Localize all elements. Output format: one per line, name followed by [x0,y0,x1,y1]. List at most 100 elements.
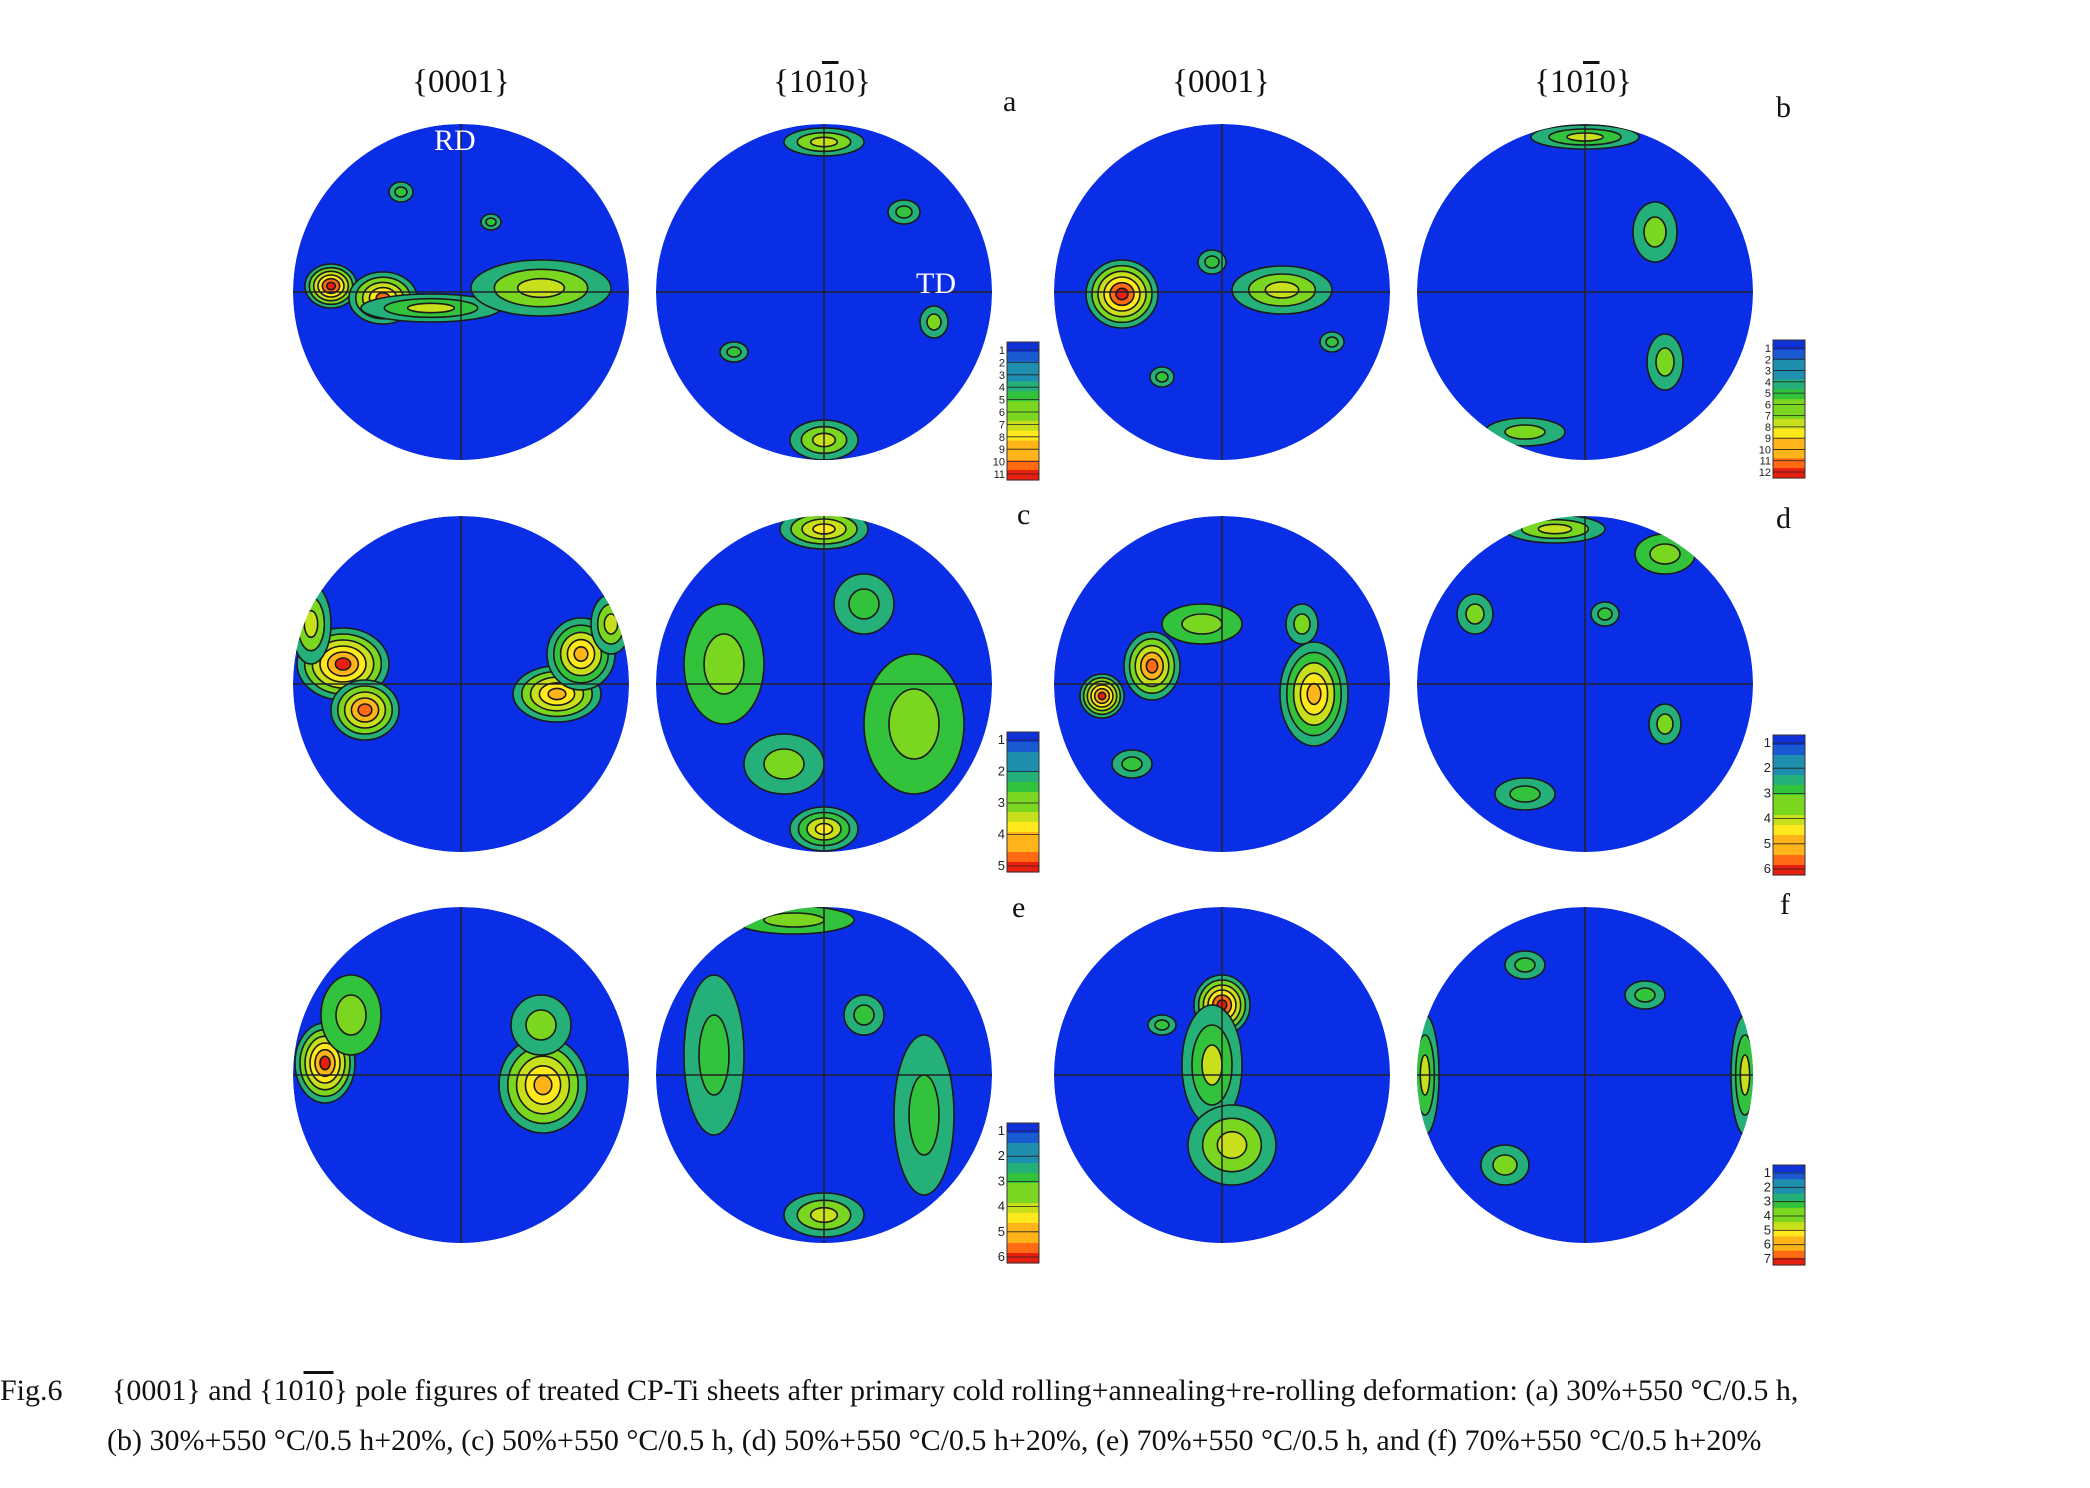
rd-label: RD [434,124,476,157]
texture-contour [335,994,367,1036]
color-scale-band [1773,835,1805,846]
color-scale-band [1773,418,1805,430]
caption-label: Fig.6 [0,1374,63,1407]
color-scale-band [1007,371,1039,383]
color-scale-band [1007,782,1039,793]
color-scale-band [1773,785,1805,796]
pole-figure [1417,516,1753,852]
texture-contour [698,1014,730,1096]
texture-contour [1181,613,1223,635]
texture-contour [908,1074,940,1156]
color-scale-label: 6 [999,407,1005,419]
texture-contour [547,687,567,701]
texture-contour [1293,613,1311,635]
header-basal-b: {0001} [1172,64,1270,100]
color-scale-label: 4 [1764,811,1771,826]
color-scale-label: 2 [1764,760,1771,775]
texture-contour [485,217,497,227]
color-scale-band [1773,1193,1805,1202]
color-scale-label: 3 [999,370,1005,382]
texture-contour [1656,713,1674,735]
texture-contour [516,277,566,299]
color-scale-label: 8 [1765,422,1771,434]
texture-contour [1492,1154,1518,1176]
color-scale-band [1773,1222,1805,1230]
color-scale-band [1007,1123,1039,1134]
color-scale-label: 3 [998,795,1005,810]
color-scale-band [1773,765,1805,776]
texture-contour [726,346,742,358]
color-scale-band [1007,460,1039,471]
color-scale-band [1007,1203,1039,1214]
pole-figure [1054,516,1390,852]
color-scale-band [1007,1183,1039,1194]
color-scale-band [1007,430,1039,442]
color-scale-band [1773,389,1805,400]
color-scale-band [1007,1133,1039,1144]
color-scale-band [1773,369,1805,381]
color-scale-band [1773,1243,1805,1252]
color-scale-label: 5 [998,858,1005,873]
color-scale-band [1773,458,1805,469]
color-scale-label: 5 [999,395,1005,407]
color-scale-label: 5 [1764,836,1771,851]
pole-figure [1417,124,1753,460]
texture-contour [1643,216,1667,248]
color-scale-band [1007,401,1039,412]
texture-contour [888,688,940,760]
color-scale-label: 12 [1759,467,1771,479]
color-scale-band [1773,865,1805,876]
color-scale-band [1773,855,1805,866]
color-scale-band [1007,1193,1039,1204]
pole-figure [656,907,992,1243]
color-scale-band [1773,1236,1805,1245]
color-scale-band [1773,795,1805,806]
color-scale-band [1007,1143,1039,1154]
pole-figures: 1234567891011123456789101112123451234561… [293,124,1806,1266]
texture-contour [1115,287,1129,301]
texture-contour [1201,1044,1223,1086]
color-scale-label: 3 [1765,366,1771,378]
color-scale-band [1773,1207,1805,1216]
pole-figure [293,516,629,852]
pole-figure [1417,907,1753,1243]
color-scale-band [1773,805,1805,816]
texture-contour [1121,756,1143,772]
texture-contour [525,1009,557,1041]
color-scale-label: 10 [993,457,1005,469]
texture-contour [1325,336,1339,348]
pole-figure [293,907,629,1243]
color-scale-d: 1 2 3 4 5 6 [1764,734,1806,876]
color-scale-band [1773,379,1805,390]
caption-line-2: (b) 30%+550 °C/0.5 h+20%, (c) 50%+550 °C… [107,1424,1762,1457]
texture-contour [325,281,337,291]
texture-contour [394,186,408,198]
color-scale-band [1773,359,1805,371]
texture-contour [319,1055,331,1071]
panel-letter-e: e [1012,891,1026,924]
color-scale-band [1007,1163,1039,1174]
color-scale-band [1007,1153,1039,1164]
color-scale-label: 5 [998,1224,1005,1239]
color-scale-band [1007,852,1039,863]
color-scale-band [1773,1179,1805,1188]
panel-letter-b: b [1776,91,1791,124]
color-scale-band [1773,1229,1805,1238]
color-scale-label: 4 [1765,377,1771,389]
texture-contour [1155,371,1169,383]
panel-letter-f: f [1780,888,1790,921]
color-scale-label: 2 [998,764,1005,779]
header-basal-a: {0001} [412,64,510,100]
texture-contour [334,657,352,671]
figure: {0001} {1010} {0001} {1010} a b c d e f … [293,64,1806,1266]
color-scale-label: 1 [999,345,1005,357]
color-scale-label: 3 [1764,1194,1771,1209]
color-scale-band [1007,802,1039,813]
color-scale-band [1007,391,1039,402]
pole-figure [656,516,992,852]
texture-contour [853,1004,875,1026]
texture-contour [573,645,589,662]
texture-contour [1465,603,1485,625]
